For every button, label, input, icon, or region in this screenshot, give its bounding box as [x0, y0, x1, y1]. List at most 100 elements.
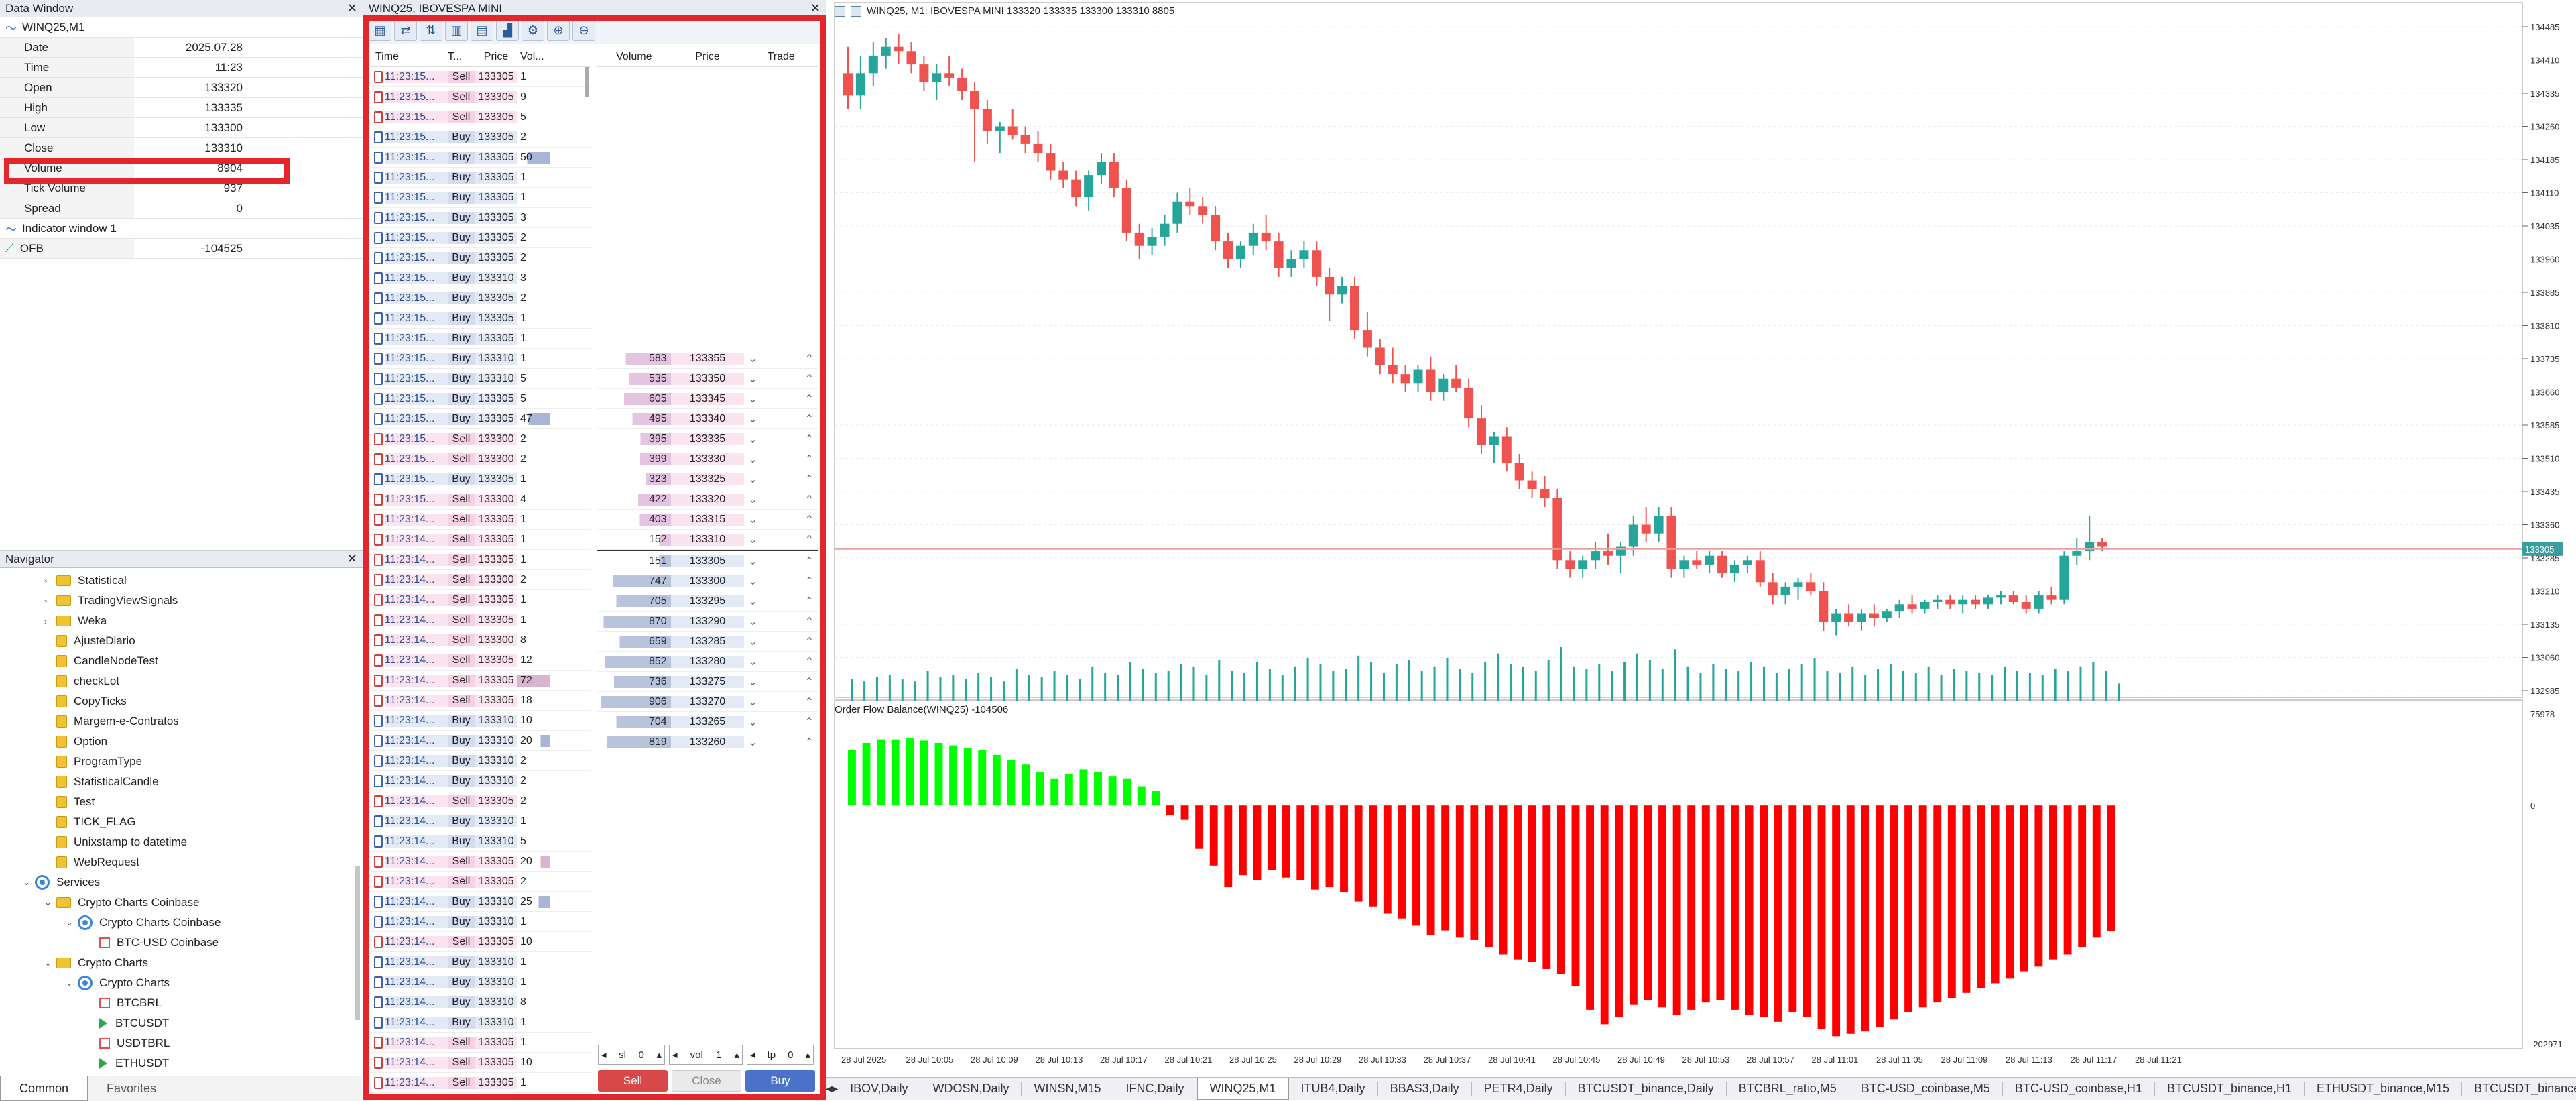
navigator-item[interactable]: Margem-e-Contratos: [0, 711, 363, 732]
navigator-item[interactable]: BTCUSDT: [0, 1013, 363, 1033]
chevron-down-icon[interactable]: ⌄: [66, 917, 73, 927]
dom-col-trade[interactable]: Trade: [767, 50, 795, 62]
chart-tab[interactable]: BTCUSDT_binance,H1: [2462, 1082, 2576, 1096]
chevron-down-icon[interactable]: ⌄: [748, 353, 757, 365]
chevron-down-icon[interactable]: ⌄: [44, 897, 52, 907]
chevron-down-icon[interactable]: ⌄: [748, 676, 757, 688]
navigator-item[interactable]: BTC-USD Coinbase: [0, 933, 363, 953]
chart-tab[interactable]: IFNC,Daily: [1113, 1082, 1197, 1096]
dom-trade-cell[interactable]: ⌄ ⌃: [744, 453, 818, 466]
chevron-down-icon[interactable]: ⌄: [748, 393, 757, 405]
chart-tab[interactable]: BTC-USD_coinbase,M5: [1849, 1082, 2003, 1096]
chevron-down-icon[interactable]: ⌄: [748, 373, 757, 385]
trade-panel-icon[interactable]: [851, 5, 861, 17]
dom-trade-cell[interactable]: ⌄ ⌃: [744, 555, 818, 568]
chevron-down-icon[interactable]: ⌄: [748, 616, 757, 628]
histogram-icon[interactable]: ▟: [496, 20, 519, 41]
chevron-right-icon[interactable]: ›: [44, 616, 48, 626]
dom-trade-cell[interactable]: ⌄ ⌃: [744, 372, 818, 386]
dom-trade-cell[interactable]: ⌄ ⌃: [744, 655, 818, 669]
navigator-item[interactable]: Option: [0, 732, 363, 752]
chevron-up-icon[interactable]: ⌃: [804, 595, 814, 607]
chevron-up-icon[interactable]: ⌃: [804, 373, 814, 385]
chevron-right-icon[interactable]: ›: [44, 575, 48, 586]
chevron-up-icon[interactable]: ⌃: [804, 413, 814, 425]
tab-scroll-left[interactable]: ◂▸: [826, 1082, 839, 1095]
chevron-down-icon[interactable]: ⌄: [748, 534, 757, 546]
navigator-item[interactable]: ⌄ Crypto Charts Coinbase: [0, 913, 363, 933]
navigator-item[interactable]: BTCBRL: [0, 993, 363, 1013]
chevron-up-icon[interactable]: ⌃: [804, 393, 814, 405]
chevron-down-icon[interactable]: ⌄: [748, 473, 757, 485]
chart-window[interactable]: 134485 134410 134335 134260 134185 134110 1340…: [826, 0, 2576, 1077]
dom-trade-cell[interactable]: ⌄ ⌃: [744, 635, 818, 648]
chart-tab[interactable]: ETHUSDT_binance,M15: [2305, 1082, 2463, 1096]
chevron-up-icon[interactable]: ⌃: [804, 716, 814, 728]
chevron-up-icon[interactable]: ⌃: [804, 453, 814, 465]
navigator-scrollbar[interactable]: [355, 866, 360, 1020]
navigator-item[interactable]: ⌄ Crypto Charts: [0, 973, 363, 993]
chevron-down-icon[interactable]: ⌄: [748, 696, 757, 708]
vol-field[interactable]: ◂ vol 1 ▴: [669, 1045, 743, 1065]
chart-menu-icon[interactable]: [835, 5, 845, 17]
buy-button[interactable]: Buy: [745, 1070, 815, 1092]
sell-button[interactable]: Sell: [598, 1070, 668, 1092]
navigator-item[interactable]: checkLot: [0, 671, 363, 691]
dom-trade-cell[interactable]: ⌄ ⌃: [744, 595, 818, 608]
chevron-up-icon[interactable]: ⌃: [804, 575, 814, 587]
chevron-up-icon[interactable]: ⌃: [804, 656, 814, 668]
navigator-item[interactable]: › Weka: [0, 611, 363, 631]
chevron-down-icon[interactable]: ⌄: [66, 978, 73, 988]
tp-field[interactable]: ◂ tp 0 ▴: [747, 1045, 814, 1065]
chevron-down-icon[interactable]: ⌄: [748, 453, 757, 465]
chart-tab[interactable]: WINQ25,M1: [1197, 1078, 1289, 1100]
navigator-item[interactable]: CandleNodeTest: [0, 651, 363, 671]
dom-trade-cell[interactable]: ⌄ ⌃: [744, 615, 818, 628]
tab-favorites[interactable]: Favorites: [107, 1082, 157, 1095]
navigator-item[interactable]: ⌄ Crypto Charts: [0, 953, 363, 973]
close-icon[interactable]: ✕: [347, 1, 357, 15]
chart-tab[interactable]: BTC-USD_coinbase,H1: [2003, 1082, 2155, 1096]
dom-trade-cell[interactable]: ⌄ ⌃: [744, 575, 818, 588]
navigator-item[interactable]: › Statistical: [0, 571, 363, 591]
col-price[interactable]: Price: [483, 50, 509, 62]
navigator-item[interactable]: ⌄ Services: [0, 872, 363, 892]
col-type[interactable]: T...: [448, 50, 463, 62]
chart-tab[interactable]: BTCUSDT_binance,Daily: [1566, 1082, 1727, 1096]
chevron-right-icon[interactable]: ›: [44, 595, 48, 606]
navigator-item[interactable]: WebRequest: [0, 852, 363, 872]
chevron-down-icon[interactable]: ⌄: [748, 433, 757, 445]
dom-trade-cell[interactable]: ⌄ ⌃: [744, 412, 818, 426]
chevron-down-icon[interactable]: ⌄: [748, 595, 757, 607]
dom-trade-cell[interactable]: ⌄ ⌃: [744, 533, 818, 546]
chevron-up-icon[interactable]: ⌃: [804, 736, 814, 748]
split-icon[interactable]: ⇅: [420, 20, 442, 41]
chevron-down-icon[interactable]: ⌄: [748, 575, 757, 587]
dom-trade-cell[interactable]: ⌄ ⌃: [744, 352, 818, 365]
chevron-down-icon[interactable]: ⌄: [748, 514, 757, 526]
navigator-item[interactable]: AjusteDiario: [0, 631, 363, 651]
chevron-down-icon[interactable]: ⌄: [748, 736, 757, 748]
chevron-down-icon[interactable]: ⌄: [748, 494, 757, 506]
navigator-item[interactable]: ⌄ Crypto Charts Coinbase: [0, 892, 363, 913]
chevron-up-icon[interactable]: ⌃: [804, 636, 814, 648]
settings-icon[interactable]: ⚙: [522, 20, 544, 41]
close-button[interactable]: Close: [672, 1070, 741, 1092]
grid-icon[interactable]: ▤: [471, 20, 493, 41]
chart-tab[interactable]: BTCBRL_ratio,M5: [1727, 1082, 1849, 1096]
zoom-out-icon[interactable]: ⊖: [572, 20, 595, 41]
chart-tab[interactable]: WINSN,M15: [1022, 1082, 1114, 1096]
dom-col-volume[interactable]: Volume: [616, 50, 652, 62]
navigator-item[interactable]: ProgramType: [0, 752, 363, 772]
dom-trade-cell[interactable]: ⌄ ⌃: [744, 392, 818, 406]
chart-tab[interactable]: IBOV,Daily: [838, 1082, 921, 1096]
chevron-down-icon[interactable]: ⌄: [748, 555, 757, 567]
dom-trade-cell[interactable]: ⌄ ⌃: [744, 493, 818, 506]
chart-tab[interactable]: BBAS3,Daily: [1378, 1082, 1472, 1096]
chevron-down-icon[interactable]: ⌄: [23, 877, 30, 887]
zoom-in-icon[interactable]: ⊕: [547, 20, 570, 41]
chart-icon[interactable]: ▦: [369, 20, 391, 41]
chevron-down-icon[interactable]: ⌄: [748, 413, 757, 425]
chevron-down-icon[interactable]: ⌄: [748, 716, 757, 728]
chart-tab[interactable]: BTCUSDT_binance,H1: [2155, 1082, 2305, 1096]
